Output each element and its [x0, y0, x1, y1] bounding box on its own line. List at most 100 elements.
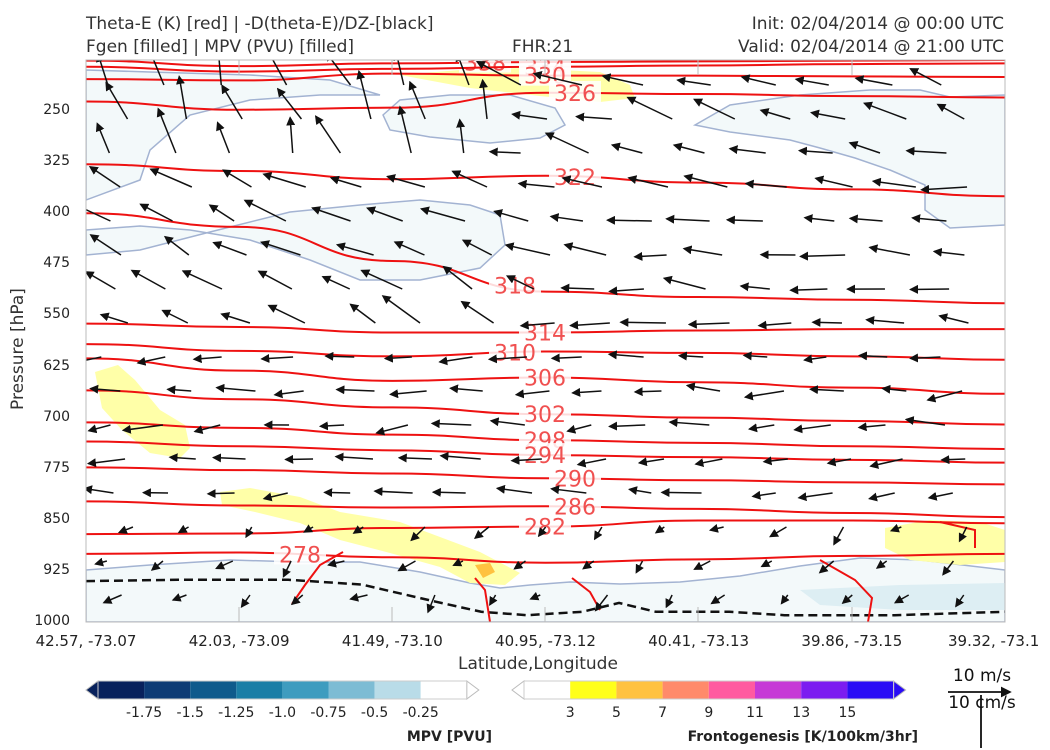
wind-arrow — [451, 170, 488, 188]
wind-arrow — [393, 60, 405, 86]
wind-arrow — [311, 206, 351, 222]
mpv-tick-label: -1.75 — [126, 705, 162, 721]
wind-arrow — [139, 203, 173, 222]
wind-arrow — [814, 175, 853, 188]
wind-arrow — [936, 103, 965, 120]
wind-arrow — [177, 524, 189, 534]
wind-arrow — [927, 491, 953, 501]
fgen-segment — [570, 681, 617, 699]
fgen-extend-left — [511, 680, 525, 700]
theta-e-label-bg — [519, 320, 571, 343]
wind-arrow — [747, 423, 775, 433]
wind-arrow — [633, 387, 662, 397]
wind-arrow — [905, 146, 947, 156]
wind-arrow — [799, 251, 846, 261]
wind-arrow — [514, 389, 550, 399]
wind-arrow — [833, 526, 845, 546]
mpv-tick-label: -1.5 — [177, 705, 204, 721]
wind-arrow — [606, 215, 652, 225]
wind-arrow — [221, 84, 243, 120]
wind-arrow — [149, 168, 193, 188]
wind-arrow — [176, 75, 188, 120]
wind-arrow — [808, 385, 844, 395]
wind-arrow — [220, 312, 251, 324]
wind-arrow — [911, 214, 947, 224]
wind-arrow — [105, 81, 129, 120]
x-tick-label: 42.57, -73.07 — [35, 632, 137, 650]
fgen-tick-label: 7 — [658, 705, 667, 721]
theta-e-282-branch-right — [939, 521, 976, 548]
theta-e-label-bg — [489, 273, 541, 296]
x-axis-title: Latitude,Longitude — [458, 654, 618, 674]
wind-arrow — [549, 213, 584, 222]
y-tick-label: 625 — [43, 357, 70, 374]
wind-arrow — [760, 558, 773, 568]
y-tick-label: 925 — [43, 561, 70, 578]
y-tick-label: 700 — [43, 408, 70, 425]
wind-arrow — [117, 525, 134, 534]
wind-arrow — [324, 351, 355, 361]
wind-arrow — [633, 251, 667, 261]
wind-arrow — [889, 523, 902, 533]
wind-arrow — [575, 112, 612, 122]
fgen-tick-label: 5 — [612, 705, 621, 721]
wind-arrow — [449, 384, 483, 394]
title-line-2: Fgen [filled] | MPV (PVU) [filled] — [86, 37, 355, 57]
wind-arrow — [676, 76, 711, 86]
wind-arrow — [99, 312, 129, 324]
wind-arrow — [397, 105, 412, 154]
init-time: Init: 02/04/2014 @ 00:00 UTC — [751, 14, 1004, 34]
wind-arrow — [323, 488, 351, 498]
x-tick-label: 40.95, -73.12 — [495, 632, 596, 650]
wind-arrow — [881, 384, 907, 394]
wind-arrow — [489, 417, 525, 427]
wind-arrow — [868, 492, 895, 502]
fgen-segment — [801, 681, 848, 699]
wind-arrow — [318, 421, 345, 431]
wind-arrow — [208, 204, 235, 222]
wind-arrow — [89, 384, 121, 394]
wind-arrow — [672, 142, 705, 154]
wind-arrow — [708, 524, 724, 533]
forecast-hour: FHR:21 — [512, 37, 574, 57]
wind-arrow — [96, 60, 109, 86]
wind-arrow — [488, 147, 521, 157]
fgen-segment — [847, 681, 894, 699]
wind-arrow — [386, 174, 426, 188]
x-tick-label: 41.49, -73.10 — [341, 632, 443, 650]
mpv-tick-label: -0.25 — [403, 705, 439, 721]
wind-arrow — [86, 356, 102, 361]
wind-arrow — [366, 206, 403, 222]
mpv-tick-label: -1.25 — [218, 705, 254, 721]
wind-arrow — [513, 560, 526, 570]
theta-e-label-302: 302 — [524, 403, 566, 428]
wind-arrow — [325, 60, 352, 86]
wind-arrow — [215, 383, 256, 393]
theta-e-278-branch-left — [291, 551, 344, 605]
wind-arrow — [389, 389, 427, 399]
fgen-segment — [662, 681, 709, 699]
wind-arrow — [240, 594, 251, 609]
wind-arrow — [811, 317, 842, 327]
wind-arrow — [582, 560, 595, 570]
wind-arrow — [181, 270, 223, 290]
mpv-segment — [98, 681, 145, 699]
wind-arrow — [504, 242, 551, 256]
fgen-tick-label: 3 — [566, 705, 575, 721]
wind-arrow — [628, 486, 652, 496]
theta-e-label-294: 294 — [524, 444, 566, 469]
wind-arrow — [156, 107, 177, 154]
theta-e-label-310: 310 — [494, 342, 536, 367]
fgen-tick-label: 15 — [838, 705, 856, 721]
wind-arrow — [560, 283, 595, 293]
wind-arrow — [693, 98, 736, 120]
wind-arrow — [383, 353, 412, 363]
y-tick-label: 550 — [43, 306, 70, 323]
theta-e-label-bg — [549, 80, 601, 103]
wind-arrow — [797, 492, 833, 502]
wind-arrow — [171, 593, 187, 602]
wind-arrow — [857, 351, 888, 361]
wind-arrow — [260, 353, 294, 363]
wind-arrow — [857, 422, 886, 432]
wind-arrow — [893, 594, 910, 604]
